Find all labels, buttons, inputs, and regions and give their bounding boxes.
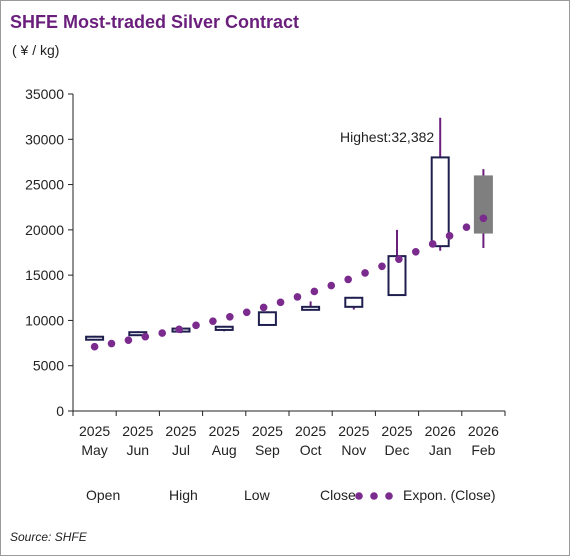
trend-dot — [242, 308, 251, 317]
candle-body — [85, 335, 105, 341]
trend-dot — [90, 342, 99, 351]
trend-dot — [192, 321, 200, 330]
trend-dot — [158, 329, 167, 337]
y-tick-label: 30000 — [25, 131, 64, 147]
x-tick-label-year: 2025 — [252, 423, 283, 439]
trend-dot — [226, 313, 234, 321]
candle-body — [430, 156, 450, 248]
x-tick-label-month: Oct — [300, 442, 322, 458]
x-tick-label-month: Jul — [172, 442, 190, 458]
legend-trend: Expon. (Close) — [403, 487, 496, 503]
candle-body — [344, 296, 364, 308]
x-tick-label-month: Feb — [471, 442, 495, 458]
x-tick-label-year: 2025 — [122, 423, 153, 439]
x-tick-label-month: May — [81, 442, 107, 458]
y-tick-label: 20000 — [25, 222, 64, 238]
x-tick-label-year: 2025 — [295, 423, 326, 439]
y-tick-label: 15000 — [25, 267, 64, 283]
legend-trend-dot — [370, 492, 378, 500]
trend-dot — [445, 232, 454, 240]
legend-low: Low — [244, 487, 270, 503]
trend-dot — [479, 214, 488, 223]
candle-body — [473, 175, 493, 234]
y-tick-label: 25000 — [25, 177, 64, 193]
x-tick-label-year: 2025 — [209, 423, 240, 439]
y-tick-label: 35000 — [25, 86, 64, 102]
trend-dot — [276, 298, 285, 307]
trend-dot — [327, 281, 336, 290]
trend-dot — [259, 303, 268, 312]
x-tick-label-year: 2025 — [381, 423, 412, 439]
y-tick-label: 10000 — [25, 312, 64, 328]
x-tick-label-month: Jan — [429, 442, 452, 458]
candle-body — [257, 311, 277, 326]
y-tick-label: 5000 — [33, 358, 64, 374]
trend-dot — [361, 269, 369, 277]
x-tick-label-month: Nov — [341, 442, 366, 458]
legend-high: High — [169, 487, 198, 503]
trend-dot — [141, 332, 150, 341]
x-tick-label-month: Aug — [212, 442, 237, 458]
legend-close: Close — [320, 487, 356, 503]
trend-dot — [344, 275, 352, 284]
x-tick-label-month: Sep — [255, 442, 280, 458]
trend-dot — [462, 223, 471, 232]
legend-trend-dot — [355, 492, 363, 500]
trend-dot — [310, 287, 319, 296]
legend-trend-dot — [385, 492, 393, 500]
trend-dot — [175, 325, 183, 334]
trend-dot — [209, 317, 217, 325]
x-tick-label-month: Jun — [127, 442, 150, 458]
x-tick-label-month: Dec — [385, 442, 410, 458]
y-tick-label: 0 — [56, 403, 64, 419]
trend-dot — [293, 293, 302, 301]
trend-dot — [428, 240, 437, 248]
candle-body — [214, 325, 234, 331]
trend-dot — [124, 336, 133, 344]
highest-annotation: Highest:32,382 — [340, 129, 434, 145]
trend-dot — [378, 262, 386, 271]
y-axis-unit-label: ( ¥ / kg) — [12, 42, 60, 58]
trend-dot — [395, 255, 403, 264]
x-tick-label-year: 2026 — [468, 423, 499, 439]
candle-body — [301, 305, 321, 311]
x-tick-label-year: 2026 — [425, 423, 456, 439]
legend-open: Open — [86, 487, 121, 503]
x-tick-label-year: 2025 — [338, 423, 369, 439]
x-tick-label-year: 2025 — [79, 423, 110, 439]
x-tick-label-year: 2025 — [165, 423, 196, 439]
trend-dot — [107, 339, 116, 348]
trend-dot — [411, 247, 420, 256]
source-note: Source: SHFE — [10, 530, 87, 544]
chart-title: SHFE Most-traded Silver Contract — [10, 12, 300, 32]
